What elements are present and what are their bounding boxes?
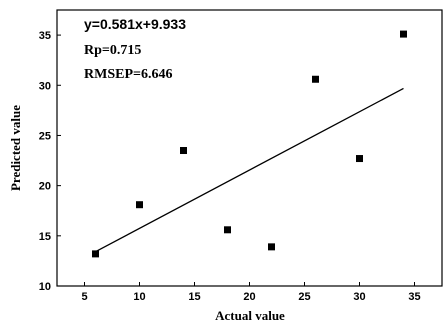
scatter-point [312,75,319,83]
y-tick-label: 20 [39,181,51,193]
x-axis-ticks: 5 10 15 20 25 30 35 [81,282,421,303]
scatter-point [136,201,143,209]
scatter-point [180,147,187,155]
x-tick-label: 5 [81,291,87,303]
x-tick-label: 10 [133,291,145,303]
x-tick-label: 35 [408,291,420,303]
scatter-point [92,250,99,258]
scatter-point [400,30,407,38]
x-tick-label: 15 [188,291,200,303]
rmsep-annotation: RMSEP=6.646 [84,67,172,82]
x-tick-label: 30 [353,291,365,303]
rp-annotation: Rp=0.715 [84,43,141,58]
y-tick-label: 10 [39,281,51,293]
y-tick-label: 15 [39,231,51,243]
x-axis-label: Actual value [215,308,285,323]
scatter-point [224,226,231,234]
regression-line [95,87,404,253]
equation-annotation: y=0.581x+9.933 [84,16,186,32]
y-tick-label: 25 [39,130,51,142]
data-points [92,30,407,258]
y-axis-label: Predicted value [8,105,23,191]
x-tick-label: 25 [298,291,310,303]
y-tick-label: 30 [39,80,51,92]
x-tick-label: 20 [243,291,255,303]
y-axis-ticks: 10 15 20 25 30 35 [39,30,61,293]
y-tick-label: 35 [39,30,51,42]
scatter-point [356,155,363,163]
scatter-point [268,243,275,251]
